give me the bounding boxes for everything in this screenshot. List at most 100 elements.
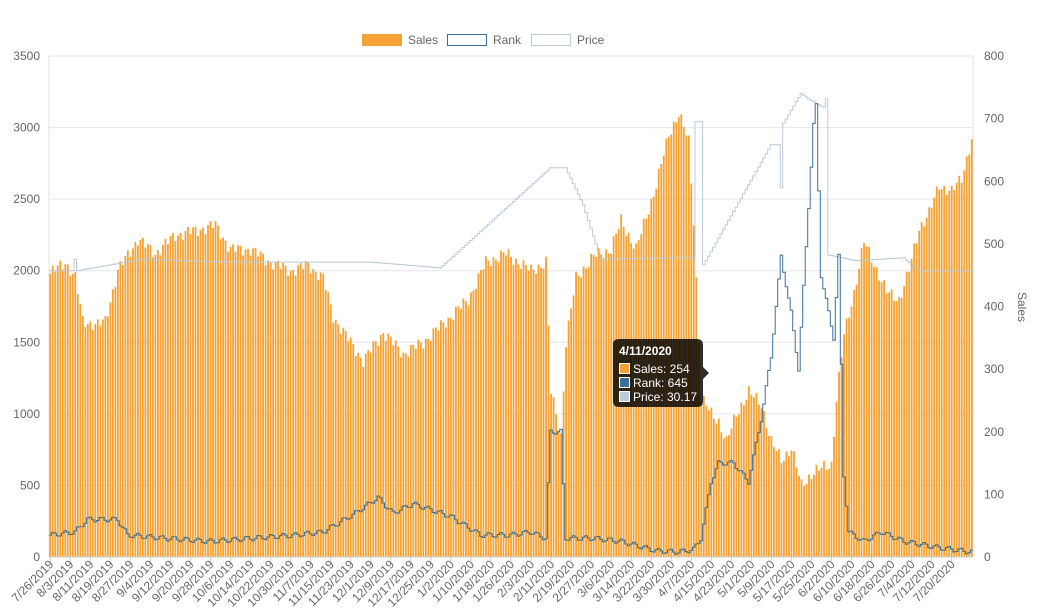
sales-bar (229, 246, 232, 558)
sales-bar (434, 327, 437, 557)
sales-bar (207, 225, 209, 557)
sales-bar (880, 282, 883, 557)
left-tick-label: 1500 (13, 335, 40, 349)
legend-item-sales[interactable]: Sales (362, 33, 438, 47)
sales-bar (69, 276, 72, 557)
sales-bar (600, 254, 603, 558)
sales-bar (304, 261, 307, 557)
sales-bar (727, 435, 730, 557)
sales-bar (314, 271, 317, 557)
sales-bar (510, 256, 512, 557)
sales-bar (219, 239, 222, 557)
left-tick-label: 3000 (13, 121, 40, 135)
sales-bar (379, 334, 382, 557)
sales-bar (710, 407, 713, 557)
sales-bar (745, 399, 748, 557)
sales-bar (865, 246, 868, 557)
sales-bar (875, 267, 878, 557)
legend-item-price[interactable]: Price (531, 33, 605, 47)
sales-bar (101, 319, 104, 557)
sales-bar (299, 263, 302, 557)
right-tick-label: 0 (984, 550, 991, 564)
sales-bar (850, 306, 853, 557)
sales-bar (257, 256, 259, 557)
sales-bar (447, 317, 450, 557)
sales-bar (963, 170, 966, 557)
sales-bar (697, 342, 700, 557)
sales-bar (475, 288, 477, 557)
sales-bar (818, 470, 820, 557)
sales-bar (424, 338, 427, 557)
sales-bar (126, 250, 129, 558)
tooltip-line: Price: 30.17 (633, 390, 697, 404)
right-tick-label: 200 (984, 425, 1004, 439)
sales-bar (537, 264, 540, 557)
sales-bar (938, 189, 941, 557)
sales-bar (384, 340, 387, 557)
sales-bar (282, 263, 285, 557)
sales-bar (439, 320, 442, 557)
sales-bar (327, 292, 330, 557)
sales-bar (835, 401, 838, 557)
sales-bar (863, 243, 865, 557)
legend-item-rank[interactable]: Rank (447, 33, 523, 47)
sales-bar (264, 265, 267, 557)
sales-bar (918, 230, 921, 557)
sales-bar (254, 247, 257, 557)
sales-bar (760, 408, 763, 557)
left-tick-label: 3500 (13, 49, 40, 63)
sales-bar (294, 275, 297, 557)
sales-bar (858, 268, 860, 557)
sales-bar (605, 249, 608, 558)
sales-bar (577, 275, 580, 557)
sales-bar (147, 244, 149, 558)
sales-bar (49, 273, 52, 557)
sales-bar (349, 337, 352, 557)
sales-bar (91, 329, 94, 557)
sales-bar (144, 247, 147, 557)
legend-swatch-rank (447, 34, 487, 46)
legend[interactable]: Sales Rank Price (362, 33, 605, 47)
x-axis: 7/26/20198/3/20198/11/20198/19/20198/27/… (9, 556, 973, 610)
sales-bar (737, 414, 740, 557)
sales-bar (755, 392, 758, 557)
sales-bar (287, 275, 290, 557)
sales-bar (943, 185, 946, 557)
sales-bar (590, 253, 593, 557)
sales-bar (868, 246, 870, 557)
sales-bar (715, 423, 718, 557)
sales-bar (597, 248, 600, 557)
sales-bar (505, 255, 507, 557)
sales-bar (933, 197, 936, 557)
sales-bar (795, 467, 798, 557)
sales-bar (277, 260, 280, 557)
sales-bar (923, 226, 926, 558)
sales-bar (848, 317, 850, 557)
sales-bar (490, 266, 492, 557)
sales-bar (84, 326, 87, 557)
sales-bar (262, 254, 264, 557)
sales-bar (192, 227, 194, 558)
sales-bar (828, 468, 830, 557)
sales-bar (139, 240, 142, 558)
sales-bar (585, 268, 588, 557)
sales-bar (54, 271, 57, 557)
sales-bar (377, 345, 380, 557)
sales-bar (329, 304, 332, 557)
sales-bar (545, 256, 547, 557)
sales-bar (465, 301, 467, 557)
sales-bar (239, 245, 242, 558)
sales-bar (414, 348, 417, 557)
sales-bar (359, 357, 362, 557)
sales-bar (364, 353, 367, 557)
sales-bar (297, 265, 300, 557)
sales-bar (419, 342, 422, 557)
sales-bar (259, 251, 262, 557)
sales-bar (720, 432, 723, 557)
sales-bar (580, 277, 583, 557)
sales-bar (194, 226, 197, 557)
sales-bar (337, 324, 340, 557)
right-tick-label: 700 (984, 112, 1004, 126)
sales-bar (752, 397, 755, 557)
sales-bar (960, 182, 963, 557)
